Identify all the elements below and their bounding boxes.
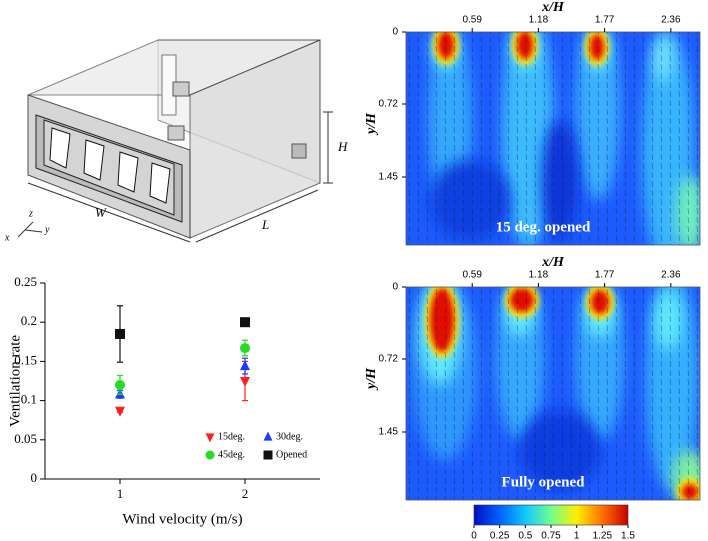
marker: [115, 328, 125, 339]
legend-marker: [263, 450, 273, 460]
y-tick-label: 0.72: [379, 354, 399, 365]
y-tick-label: 0: [392, 27, 398, 38]
y-tick-label: 0: [31, 470, 38, 485]
annotation: 15 deg. opened: [496, 219, 591, 235]
x-tick-label: 1: [117, 486, 124, 501]
legend-label: 45deg.: [218, 449, 245, 460]
colorbar: [473, 504, 629, 526]
legend-marker: [205, 433, 215, 443]
y-tick-label: 0.2: [21, 313, 37, 328]
x-tick-label: 1.77: [595, 270, 615, 281]
y-tick-label: 1.45: [379, 172, 399, 183]
marker: [115, 379, 125, 390]
y-tick-label: 0: [392, 282, 398, 293]
x-tick-label: 2.36: [661, 15, 681, 26]
colorbar-tick-label: 0.75: [541, 531, 561, 541]
y-tick-label: 0.25: [14, 274, 37, 289]
contour-field: [406, 287, 700, 500]
plot-frame: [405, 31, 701, 246]
marker: [240, 377, 250, 387]
contour-field: [406, 32, 700, 245]
x-tick-label: 1.18: [529, 15, 549, 26]
y-axis-label: y/H: [364, 367, 379, 391]
y-axis-label: y/H: [364, 112, 379, 136]
x-tick-label: 2: [242, 486, 249, 501]
legend-marker: [263, 431, 273, 441]
vector-field: [406, 287, 700, 500]
legend-marker: [205, 450, 215, 460]
label-axis-z: z: [28, 208, 33, 219]
colorbar-tick-label: 0.25: [490, 531, 510, 541]
x-tick-label: 0.59: [462, 15, 482, 26]
marker: [240, 317, 250, 328]
x-tick-label: 0.59: [462, 270, 482, 281]
label-height: H: [337, 139, 348, 154]
vector-field: [406, 32, 700, 245]
y-tick-label: 1.45: [379, 427, 399, 438]
x-axis-label: x/H: [541, 255, 565, 270]
y-tick-label: 0.15: [14, 352, 37, 367]
x-axis-label: Wind velocity (m/s): [122, 511, 242, 527]
colorbar-tick-label: 1: [574, 531, 580, 541]
colorbar-tick-label: 0: [471, 531, 477, 541]
legend-label: Opened: [276, 449, 307, 460]
legend-label: 30deg.: [276, 431, 303, 442]
label-width: W: [95, 205, 107, 220]
annotation: Fully opened: [502, 474, 586, 490]
x-tick-label: 2.36: [661, 270, 681, 281]
colorbar-tick-label: 0.5: [518, 531, 532, 541]
y-tick-label: 0.1: [21, 392, 37, 407]
y-axis-label: Ventilation rate: [7, 335, 23, 427]
marker: [115, 406, 125, 417]
plot-frame: [405, 286, 701, 501]
x-tick-label: 1.18: [529, 270, 549, 281]
legend-label: 15deg.: [218, 431, 245, 442]
y-tick-label: 0.05: [14, 431, 37, 446]
label-axis-y: y: [44, 224, 50, 235]
y-tick-label: 0.72: [379, 99, 399, 110]
room-diagram: [17, 39, 333, 243]
marker: [240, 343, 250, 354]
x-axis-label: x/H: [541, 0, 565, 15]
label-axis-x: x: [4, 232, 10, 243]
marker: [240, 360, 250, 371]
label-length: L: [261, 217, 269, 232]
colorbar-tick-label: 1.5: [621, 531, 635, 541]
colorbar-tick-label: 1.25: [593, 531, 613, 541]
x-tick-label: 1.77: [595, 15, 615, 26]
